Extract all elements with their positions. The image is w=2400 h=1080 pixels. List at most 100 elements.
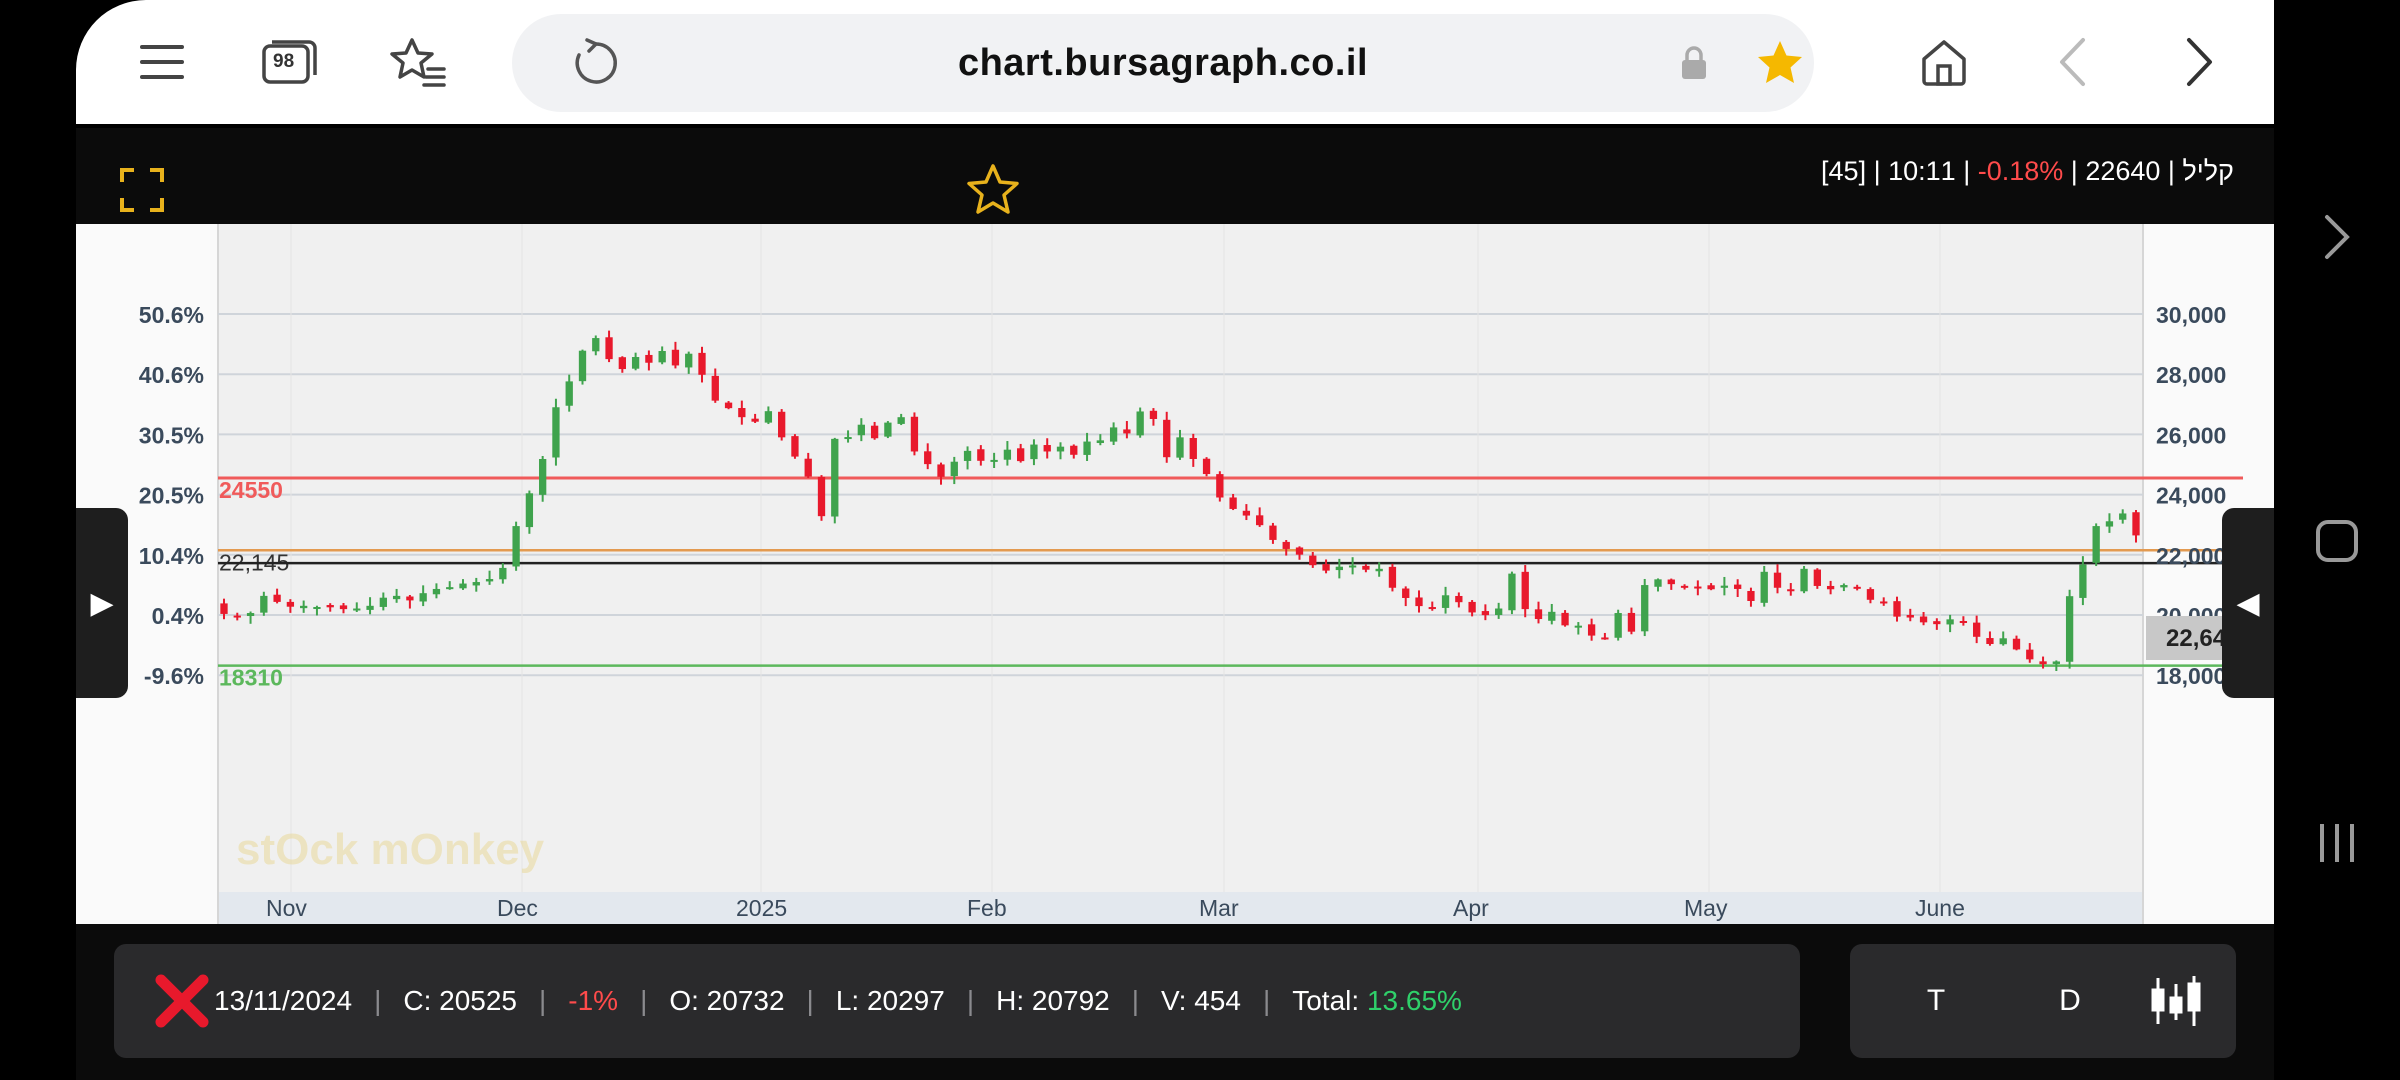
candle[interactable] [1773,564,1782,594]
candle[interactable] [1561,610,1569,627]
candle[interactable] [1826,580,1835,595]
menu-icon[interactable] [128,28,196,96]
candle[interactable] [2132,509,2140,543]
candle[interactable] [870,421,879,440]
candle[interactable] [1959,616,1968,626]
candle[interactable] [406,594,414,609]
candle[interactable] [1986,631,1994,646]
close-x-icon[interactable] [154,973,210,1029]
candle[interactable] [499,563,507,584]
candle[interactable] [1202,457,1211,477]
candle[interactable] [2079,556,2087,606]
candle[interactable] [1428,601,1436,611]
candle[interactable] [1295,546,1304,560]
candle[interactable] [1415,590,1423,613]
candle[interactable] [2119,509,2127,524]
candle[interactable] [565,374,573,412]
nav-expand-icon[interactable] [2304,204,2370,270]
nav-home-icon[interactable] [2304,508,2370,574]
candle[interactable] [1840,583,1848,592]
candle[interactable] [1508,571,1516,615]
candle[interactable] [1335,558,1343,579]
candle-type-button[interactable] [2146,944,2206,1058]
candle[interactable] [1601,632,1609,640]
candle[interactable] [512,521,520,571]
candle[interactable] [1070,444,1078,459]
candle[interactable] [671,341,680,369]
candle[interactable] [1919,611,1928,626]
candle[interactable] [552,398,560,466]
candle[interactable] [1189,433,1197,467]
candle[interactable] [1614,609,1622,641]
lock-icon[interactable] [1660,29,1728,97]
candle[interactable] [1375,562,1383,577]
candle[interactable] [1734,579,1742,598]
candle[interactable] [313,605,321,616]
home-icon[interactable] [1910,28,1978,96]
candle[interactable] [392,588,401,603]
candle[interactable] [937,462,945,485]
candle[interactable] [1627,607,1636,635]
candle[interactable] [1229,493,1237,511]
candle[interactable] [924,443,932,470]
fullscreen-icon[interactable] [120,168,164,212]
favorite-star-icon[interactable] [964,162,1022,218]
candle[interactable] [1946,614,1954,633]
candle[interactable] [1136,407,1144,438]
candle[interactable] [1455,592,1463,608]
candle[interactable] [1216,471,1224,502]
candle[interactable] [844,430,852,443]
candle[interactable] [260,591,268,616]
candle[interactable] [645,350,653,371]
candle[interactable] [1388,563,1397,592]
candle[interactable] [1760,565,1768,607]
candle[interactable] [300,600,308,613]
candle[interactable] [1056,442,1065,460]
candle[interactable] [1176,429,1184,460]
candle[interactable] [804,452,812,479]
candle[interactable] [2052,660,2060,672]
candle[interactable] [1468,600,1476,617]
candle[interactable] [631,352,640,371]
candle[interactable] [1256,507,1264,527]
candle[interactable] [1933,618,1941,630]
candle[interactable] [485,570,494,585]
candle[interactable] [1654,578,1662,592]
candle[interactable] [2105,513,2114,533]
candle[interactable] [1402,586,1410,607]
candle[interactable] [1694,580,1702,596]
nav-recents-icon[interactable] [2304,810,2370,876]
candle[interactable] [817,475,826,521]
candle[interactable] [1309,551,1317,568]
candle[interactable] [1999,631,2007,646]
candle[interactable] [1003,441,1012,466]
candle[interactable] [1641,578,1649,637]
candle[interactable] [246,611,255,624]
bookmarks-list-icon[interactable] [384,28,452,96]
candle[interactable] [233,612,241,621]
candle[interactable] [1720,576,1729,596]
candle[interactable] [1893,596,1901,622]
candle[interactable] [1866,587,1875,604]
candle[interactable] [990,452,998,469]
candle[interactable] [1587,618,1596,641]
candle[interactable] [1787,583,1795,596]
candle[interactable] [1680,584,1689,590]
back-arrow-icon[interactable] [2038,28,2106,96]
tool-t-button[interactable]: T [1926,984,1946,1017]
candle[interactable] [910,412,919,456]
candle[interactable] [2065,589,2074,669]
candle[interactable] [897,413,905,426]
candle[interactable] [977,445,985,466]
candle[interactable] [1362,564,1370,573]
candle[interactable] [592,335,600,356]
candle[interactable] [963,446,972,470]
candle[interactable] [339,603,348,614]
candle[interactable] [273,588,281,604]
candle[interactable] [1534,601,1543,624]
url-text[interactable]: chart.bursagraph.co.il [957,42,1369,84]
candle[interactable] [578,349,587,385]
candle[interactable] [446,581,454,590]
candle[interactable] [685,351,693,374]
